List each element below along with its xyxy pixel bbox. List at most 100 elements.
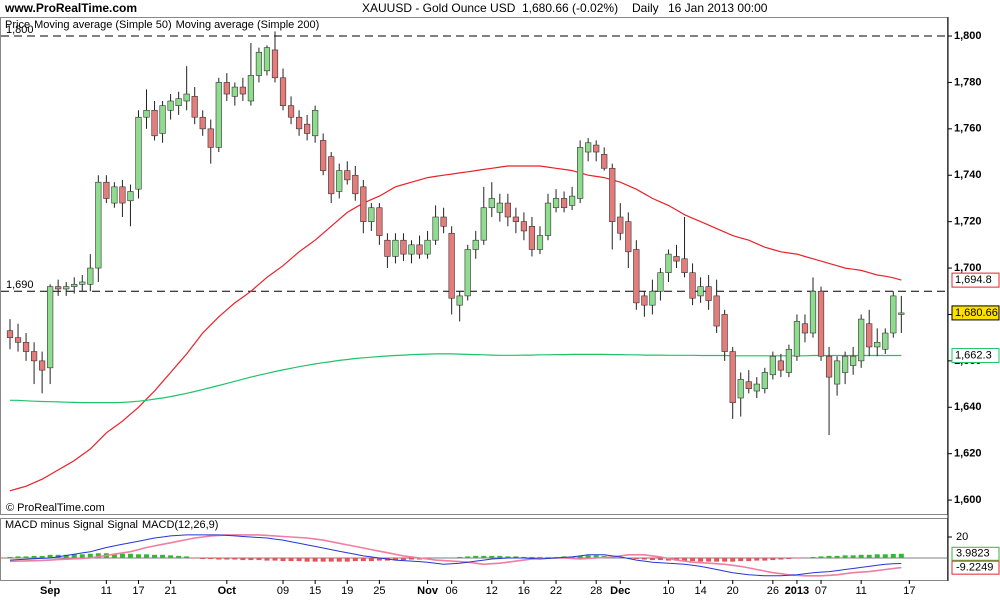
- value-tag: [951, 560, 1000, 575]
- level-label: 1,690: [6, 279, 34, 291]
- y-tick-label: 1,760: [954, 123, 982, 135]
- histogram-bar: [368, 557, 374, 562]
- candle-body: [183, 93, 190, 102]
- histogram-bar: [296, 557, 302, 562]
- series-line: [9, 534, 902, 577]
- histogram-bar: [641, 557, 647, 560]
- x-tick-label: 20: [727, 585, 739, 597]
- histogram-bar: [898, 553, 904, 558]
- candle-body: [167, 100, 174, 111]
- price-tag-label: 1,694.8: [955, 274, 992, 286]
- legend-entry: Moving average (Simple 200): [176, 19, 320, 31]
- x-tick-label: 12: [486, 585, 498, 597]
- histogram-bar: [79, 554, 85, 558]
- candle-body: [633, 249, 640, 304]
- series-line: [10, 353, 902, 404]
- candle-body: [809, 290, 817, 334]
- candle-body: [890, 295, 897, 334]
- candle-body: [247, 75, 255, 102]
- candle-body: [287, 105, 295, 118]
- candle-body: [464, 249, 471, 297]
- candle-body: [143, 109, 150, 118]
- y-tick-label: 1,620: [954, 448, 982, 460]
- candle-body: [424, 239, 431, 255]
- x-tick-label: 2013: [785, 585, 809, 597]
- y-tick-label: 1,640: [954, 401, 982, 413]
- x-tick-label: 11: [855, 585, 866, 597]
- candle-body: [753, 383, 760, 392]
- x-tick-label: 17: [132, 585, 144, 597]
- candle-body: [55, 286, 62, 290]
- candle-body: [842, 355, 849, 373]
- histogram-bar: [176, 555, 182, 558]
- candle-body: [898, 312, 905, 315]
- candle-body: [14, 337, 22, 343]
- histogram-bar: [834, 555, 840, 558]
- price-tag: [951, 305, 1000, 321]
- candle-body: [697, 286, 704, 297]
- candle-body: [440, 216, 447, 227]
- level-label: 1,800: [6, 24, 34, 36]
- candle-body: [199, 116, 206, 130]
- x-tick-label: 09: [277, 585, 289, 597]
- candle-body: [456, 295, 463, 306]
- legend-entry: MACD minus Signal: [5, 519, 103, 531]
- histogram-bar: [633, 557, 639, 560]
- candle-body: [279, 77, 287, 106]
- histogram-bar: [232, 557, 238, 560]
- watermark: © ProRealTime.com: [6, 502, 105, 514]
- histogram-bar: [449, 557, 455, 558]
- candle-body: [47, 286, 54, 369]
- histogram-bar: [714, 557, 720, 562]
- histogram-bar: [23, 556, 29, 558]
- histogram-bar: [280, 557, 286, 562]
- candle-body: [263, 47, 271, 72]
- histogram-bar: [858, 554, 864, 558]
- candle-body: [649, 290, 656, 306]
- candle-body: [761, 372, 768, 390]
- price-tag-label: 1,662.3: [955, 349, 992, 361]
- value-tag-label: -9.2249: [956, 562, 993, 574]
- candle-body: [231, 86, 238, 97]
- histogram-bar: [537, 556, 543, 558]
- y-tick-label: 1,740: [954, 169, 982, 181]
- candle-body: [376, 207, 383, 236]
- histogram-bar: [135, 554, 141, 558]
- legend-entry: MACD(12,26,9): [142, 519, 218, 531]
- histogram-bar: [144, 554, 150, 558]
- histogram-bar: [770, 557, 776, 561]
- candle-body: [215, 82, 222, 148]
- candle-body: [568, 195, 576, 206]
- candle-body: [223, 82, 230, 95]
- histogram-bar: [441, 557, 447, 558]
- x-tick-label: 17: [903, 585, 915, 597]
- candle-body: [673, 256, 680, 262]
- histogram-bar: [673, 557, 679, 561]
- x-tick-label: 10: [662, 585, 674, 597]
- candle-body: [39, 360, 46, 371]
- candle-body: [336, 170, 343, 192]
- value-tag: [951, 546, 1000, 561]
- histogram-bar: [7, 556, 13, 558]
- histogram-bar: [264, 557, 270, 561]
- histogram-bar: [352, 557, 358, 562]
- histogram-bar: [754, 557, 760, 561]
- histogram-bar: [216, 557, 222, 560]
- candle-body: [151, 109, 158, 137]
- price-tag: [951, 272, 1000, 288]
- candle-body: [625, 221, 632, 253]
- histogram-bar: [513, 556, 519, 558]
- histogram-bar: [850, 555, 856, 558]
- candle-body: [384, 239, 391, 257]
- candle-body: [416, 244, 423, 255]
- candle-body: [882, 332, 889, 350]
- candle-body: [850, 355, 857, 366]
- candle-body: [745, 381, 752, 390]
- histogram-bar: [617, 557, 623, 558]
- candle-body: [400, 239, 407, 255]
- histogram-bar: [400, 557, 406, 561]
- candle-body: [769, 355, 776, 376]
- x-tick-label: Sep: [40, 585, 60, 597]
- x-tick-label: 25: [373, 585, 385, 597]
